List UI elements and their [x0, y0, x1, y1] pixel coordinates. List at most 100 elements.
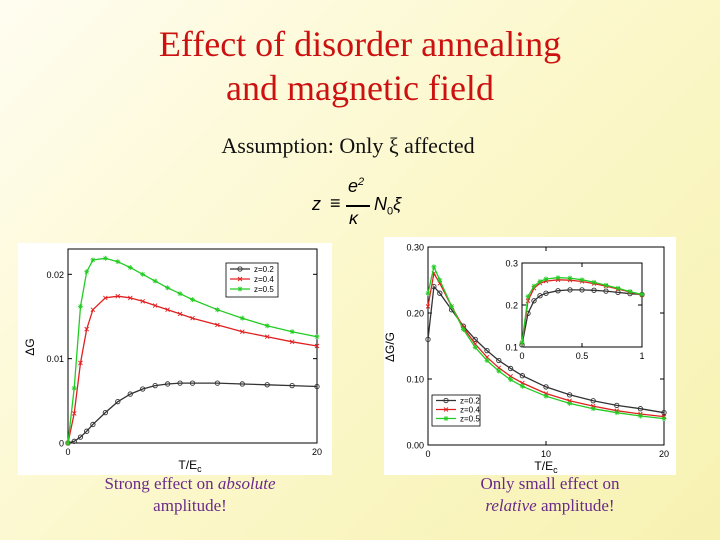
left-data-point	[264, 382, 270, 388]
right-data-point	[637, 413, 643, 419]
right-data-point	[508, 374, 513, 379]
left-data-point	[165, 307, 170, 313]
left-data-point	[152, 382, 158, 389]
left-data-point	[239, 381, 245, 387]
fraction-bar	[346, 205, 370, 207]
inset-data-point	[543, 290, 549, 296]
right-series-line-z04	[427, 271, 665, 418]
formula-equiv: ≡	[330, 193, 341, 213]
left-data-point	[71, 385, 77, 391]
title-line-2: and magnetic field	[226, 68, 494, 108]
right-caption: Only small effect on relative amplitude!	[450, 473, 650, 517]
right-data-point	[431, 264, 437, 270]
right-x-tick-label: 20	[659, 449, 669, 459]
left-data-point	[314, 343, 320, 349]
right-y-tick-label: 0.30	[406, 243, 424, 253]
left-legend-marker	[237, 266, 243, 272]
left-data-point	[115, 293, 121, 299]
left-data-point	[77, 303, 83, 309]
left-caption-b: absolute	[217, 474, 276, 493]
right-legend-label: z=0.5	[460, 415, 480, 424]
left-data-point	[71, 411, 77, 416]
right-data-point	[519, 383, 525, 389]
inset-data-point	[519, 340, 525, 346]
right-data-point	[437, 290, 443, 296]
right-data-point	[661, 416, 667, 422]
right-caption-c: amplitude!	[536, 496, 615, 515]
right-x-tick-label: 10	[541, 449, 551, 459]
right-data-point	[496, 368, 502, 374]
left-data-point	[84, 428, 90, 434]
left-data-point	[90, 307, 96, 313]
left-data-point	[84, 326, 89, 332]
left-series-line-z05	[67, 257, 318, 444]
inset-data-point	[555, 288, 561, 294]
inset-data-point	[591, 279, 597, 285]
relative-amplitude-chart: 0 10 20 0.00 0.10 0.20 0.30 T/Ec ΔG/G z=0.2 z=0.4 z…	[383, 237, 676, 475]
right-series-line-z02	[427, 285, 665, 414]
right-data-point	[425, 304, 431, 309]
right-data-point	[425, 336, 431, 343]
left-data-point	[215, 322, 220, 328]
inset-data-point	[531, 283, 537, 289]
assumption-text: Assumption: Only ξ affected	[221, 133, 475, 158]
slide-title: Effect of disorder annealing and magneti…	[0, 22, 720, 110]
right-data-point	[661, 410, 667, 416]
left-data-point	[65, 440, 71, 446]
left-data-point	[289, 329, 295, 335]
right-data-point	[507, 365, 514, 372]
inset-y-tick-label: 0.1	[505, 343, 518, 353]
z-definition-formula: z ≡ e2 κ N0ξ	[308, 176, 418, 236]
right-data-point	[472, 344, 478, 350]
right-y-tick-label: 0.00	[406, 441, 424, 451]
right-data-point	[437, 277, 443, 283]
left-caption-c: amplitude!	[153, 496, 227, 515]
formula-numerator: e2	[348, 176, 364, 197]
left-caption: Strong effect on absolute amplitude!	[90, 473, 290, 517]
left-data-point	[189, 380, 196, 386]
right-y-axis-label: ΔG/G	[384, 332, 397, 362]
right-data-point	[614, 410, 620, 416]
left-data-point	[239, 315, 245, 321]
inset-data-point	[579, 287, 585, 293]
right-data-point	[567, 400, 573, 406]
formula-n: N	[374, 194, 387, 214]
left-data-point	[140, 386, 146, 392]
left-data-point	[314, 334, 320, 340]
right-data-point	[496, 357, 502, 364]
right-legend-marker	[443, 416, 449, 421]
inset-data-point	[537, 278, 543, 284]
right-data-point	[543, 384, 549, 390]
inset-data-point	[627, 289, 633, 295]
left-data-point	[103, 295, 108, 301]
inset-data-point	[603, 288, 609, 294]
left-data-point	[190, 297, 195, 303]
left-data-point	[264, 334, 270, 340]
left-data-point	[214, 307, 220, 313]
left-series-line-z04	[67, 295, 318, 444]
left-data-point	[77, 434, 84, 440]
left-legend-label: z=0.5	[254, 285, 274, 294]
left-data-point	[190, 315, 195, 321]
right-data-point	[460, 327, 466, 332]
left-data-point	[115, 259, 121, 265]
left-legend-label: z=0.4	[254, 275, 274, 284]
inset-x-tick-label: 1	[639, 351, 644, 361]
left-data-point	[90, 257, 96, 263]
left-data-point	[90, 421, 96, 428]
left-series-line-z02	[67, 382, 318, 444]
right-data-point	[566, 392, 573, 398]
inset-plot-frame	[521, 262, 643, 348]
inset-data-point	[531, 298, 537, 304]
left-data-point	[177, 291, 183, 297]
right-data-point	[484, 347, 490, 354]
right-x-axis-label: T/Ec	[534, 459, 558, 475]
right-y-tick-label: 0.20	[406, 309, 424, 319]
right-data-point	[484, 358, 490, 364]
formula-power: 2	[358, 176, 365, 188]
left-x-axis-label: T/Ec	[178, 458, 202, 474]
left-data-point	[127, 295, 133, 301]
left-data-point	[102, 409, 109, 416]
right-data-point	[614, 402, 620, 409]
left-data-point	[239, 329, 245, 334]
